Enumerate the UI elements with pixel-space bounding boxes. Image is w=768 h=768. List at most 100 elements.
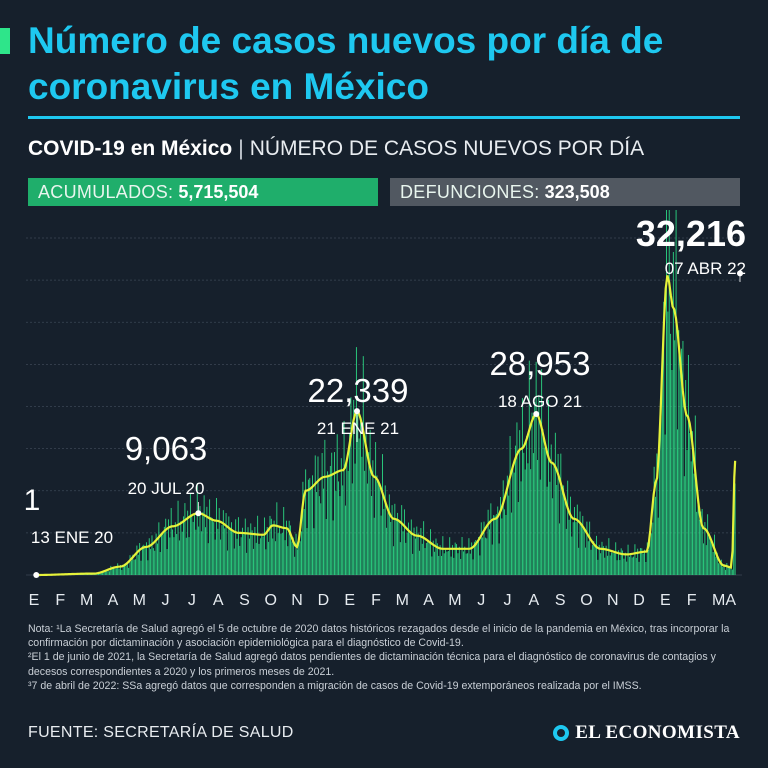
daily-bar — [491, 544, 493, 575]
daily-bar — [257, 515, 259, 575]
daily-bar — [414, 538, 416, 575]
source-label: FUENTE: SECRETARÍA DE SALUD — [28, 724, 294, 741]
daily-bar — [355, 347, 357, 575]
x-tick-label: M — [133, 592, 146, 609]
daily-bar — [273, 520, 275, 575]
daily-bar — [155, 533, 157, 575]
daily-bar — [239, 545, 241, 575]
daily-bar — [187, 510, 189, 575]
daily-bar — [427, 539, 429, 575]
daily-bar — [117, 563, 119, 575]
daily-bar — [144, 545, 146, 575]
daily-bar — [401, 505, 403, 575]
deaths-stat: DEFUNCIONES: 323,508 — [390, 178, 740, 206]
daily-bar — [409, 533, 411, 575]
daily-bar — [137, 554, 139, 575]
annotation-dot — [195, 510, 202, 517]
daily-bar — [465, 553, 467, 575]
daily-bar — [545, 449, 547, 575]
daily-bar — [620, 548, 622, 575]
x-tick-label: O — [265, 592, 277, 609]
daily-bar — [358, 438, 360, 575]
daily-bar — [209, 499, 211, 575]
daily-bar — [494, 515, 496, 575]
daily-bar — [292, 537, 294, 575]
annotation-date: 21 ENE 21 — [317, 419, 399, 438]
daily-bar — [255, 542, 257, 575]
x-tick-label: F — [55, 592, 65, 609]
daily-bar — [495, 514, 497, 575]
annotation-dot — [737, 270, 743, 277]
daily-bar — [442, 536, 444, 575]
daily-bar — [705, 545, 707, 575]
daily-bar — [413, 527, 415, 575]
daily-bar — [169, 537, 171, 575]
daily-bar — [516, 422, 518, 575]
daily-bar — [589, 521, 591, 575]
daily-bar — [612, 552, 614, 575]
daily-bar — [236, 538, 238, 575]
daily-bar — [716, 552, 718, 575]
daily-bar — [668, 210, 670, 575]
daily-bar — [671, 370, 673, 575]
daily-bar — [279, 526, 281, 575]
daily-bar — [567, 480, 569, 575]
daily-bar — [690, 461, 692, 575]
daily-bar — [383, 508, 385, 575]
daily-bar — [530, 469, 532, 575]
deaths-value: 323,508 — [544, 182, 610, 202]
annotation-dot — [33, 571, 40, 578]
accumulated-stat: ACUMULADOS: 5,715,504 — [28, 178, 378, 206]
daily-bar — [568, 519, 570, 575]
daily-bar — [682, 340, 684, 575]
daily-bar — [275, 541, 276, 575]
daily-bar — [508, 495, 510, 575]
daily-bar — [380, 515, 382, 575]
trend-line — [36, 275, 737, 577]
daily-bar — [320, 503, 322, 575]
daily-bar — [731, 569, 733, 575]
daily-bar — [309, 478, 311, 575]
daily-bar — [173, 537, 175, 575]
daily-bar — [130, 560, 132, 575]
page-title: Número de casos nuevos por día de corona… — [28, 20, 664, 107]
daily-bar — [712, 551, 714, 575]
daily-bar — [704, 522, 706, 575]
daily-bar — [220, 539, 222, 575]
daily-bar — [489, 529, 490, 575]
daily-bar — [582, 515, 584, 575]
daily-bar — [191, 515, 193, 575]
daily-bar — [490, 503, 492, 575]
daily-bar — [674, 340, 676, 575]
x-tick-label: N — [291, 592, 303, 609]
daily-bar — [334, 452, 335, 575]
chart-annotations: 1 13 ENE 20 9,063 20 JUL 20 22,339 21 ENE 21 2… — [24, 213, 746, 578]
daily-bar — [277, 533, 279, 575]
daily-bar — [408, 522, 409, 575]
daily-bar — [556, 484, 558, 575]
daily-bar — [613, 553, 615, 575]
daily-bar — [607, 555, 608, 575]
daily-bar — [552, 498, 554, 575]
daily-bar — [217, 528, 219, 575]
daily-bar — [213, 522, 215, 575]
x-tick-label: M — [80, 592, 93, 609]
daily-bar — [611, 552, 613, 575]
daily-bar — [452, 545, 453, 575]
daily-bar — [473, 541, 475, 575]
daily-bar — [660, 398, 662, 575]
daily-bar — [210, 516, 212, 575]
daily-bar — [335, 491, 337, 575]
daily-bar — [344, 505, 346, 575]
daily-bar — [269, 515, 271, 575]
daily-bar — [534, 401, 536, 575]
daily-bar — [377, 482, 379, 575]
footnote-1: Nota: ¹La Secretaría de Salud agregó el … — [28, 623, 730, 650]
subtitle-separator: | — [238, 137, 244, 160]
daily-bar — [627, 544, 629, 575]
x-tick-label: D — [318, 592, 330, 609]
daily-bar — [124, 563, 125, 575]
daily-bar — [313, 528, 315, 575]
daily-bar — [106, 571, 108, 575]
daily-bar — [528, 360, 530, 575]
